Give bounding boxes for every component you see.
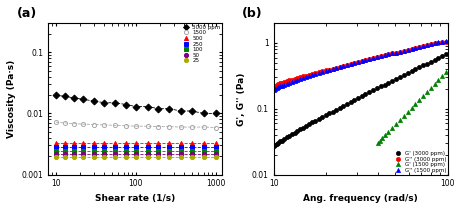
X-axis label: Ang. frequency (rad/s): Ang. frequency (rad/s) bbox=[303, 194, 418, 203]
Text: (b): (b) bbox=[242, 7, 263, 20]
Y-axis label: Viscosity (Pa·s): Viscosity (Pa·s) bbox=[7, 60, 16, 138]
X-axis label: Shear rate (1/s): Shear rate (1/s) bbox=[95, 194, 176, 203]
Y-axis label: G', G'' (Pa): G', G'' (Pa) bbox=[237, 72, 246, 126]
Legend: 3000 ppm, 1500, 500, 250, 100, 50, 25: 3000 ppm, 1500, 500, 250, 100, 50, 25 bbox=[180, 25, 221, 63]
Legend: G' (3000 ppm), G'' (3000 ppm), G' (1500 ppm), G'' (1500 ppm): G' (3000 ppm), G'' (3000 ppm), G' (1500 … bbox=[392, 151, 446, 173]
Text: (a): (a) bbox=[17, 7, 37, 20]
